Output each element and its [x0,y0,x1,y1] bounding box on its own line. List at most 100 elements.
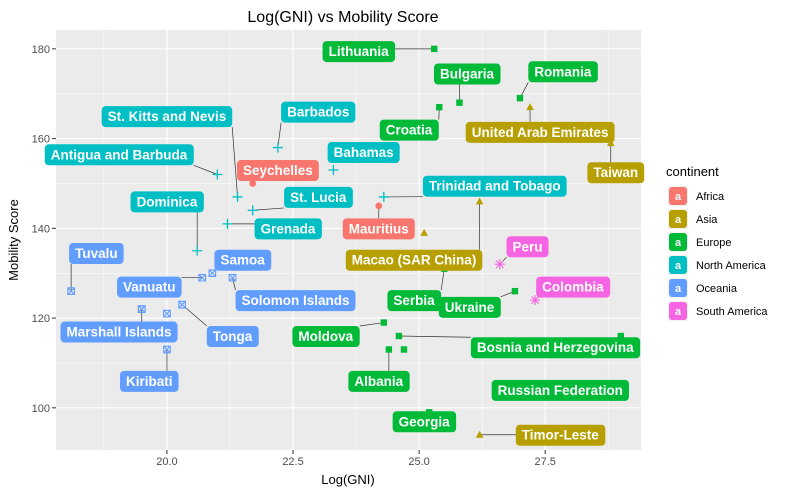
data-label-text: Georgia [399,414,451,429]
axis-ticks: 20.0 22.5 25.0 27.5 100 120 140 160 180 [32,44,556,468]
legend-label: South America [696,306,768,318]
data-label-text: Barbados [287,105,349,120]
data-point [198,273,207,282]
legend-label: Oceania [696,283,738,295]
data-label-text: Macao (SAR China) [352,253,477,268]
data-label-text: Taiwan [593,165,638,180]
data-label: Timor-Leste [515,424,606,446]
data-label-text: Grenada [261,221,316,236]
legend-key-glyph: a [675,191,682,203]
data-point [494,259,505,270]
data-point [249,180,257,187]
data-label-box [292,326,360,348]
data-point [228,273,237,282]
data-label: Georgia [392,411,457,433]
data-point [400,346,408,353]
data-point [395,332,403,340]
data-label: Dominica [130,191,204,213]
legend-key-glyph: a [675,283,682,295]
data-label: Croatia [379,119,439,141]
data-label-box [327,142,400,164]
data-label: Macao (SAR China) [345,249,483,271]
label-leader-line [232,277,236,291]
data-point [617,332,625,340]
data-label-box [120,370,179,392]
data-label-box [206,326,259,348]
data-point [530,295,541,306]
data-label: Peru [506,236,549,258]
legend-title: continent [666,164,719,179]
data-label-text: Croatia [386,123,433,138]
legend-key-glyph: a [675,214,682,226]
data-label-text: Timor-Leste [522,428,600,443]
data-label-text: Colombia [542,280,604,295]
data-label-text: Marshall Islands [67,325,172,340]
legend-item: a North America [668,255,767,275]
legend-key-swatch [669,302,687,320]
data-label-box [348,370,410,392]
label-leader-line [359,322,384,327]
data-label-box [342,218,415,240]
data-point [212,169,223,180]
data-label-box [345,249,483,271]
data-label-text: Antigua and Barbuda [51,147,188,162]
data-label: Samoa [214,249,272,271]
data-label-box [506,236,549,258]
data-label-text: Mauritius [349,221,409,236]
data-label-text: Peru [513,239,543,254]
x-tick-label: 25.0 [408,456,429,468]
x-axis-title: Log(GNI) [321,472,374,487]
data-label-text: Trinidad and Tobago [429,179,561,194]
data-label-text: Bulgaria [440,67,495,82]
data-point [380,319,388,326]
data-label-box [392,411,457,433]
data-point [378,191,389,202]
data-label: St. Lucia [284,186,353,208]
y-tick-label: 100 [32,403,50,415]
data-label-box [491,379,629,401]
label-leader-line [231,127,238,197]
data-label-box [214,249,272,271]
data-label-text: Serbia [393,293,435,308]
data-label-box [438,296,501,318]
legend-item: a South America [668,301,768,321]
legend-key-swatch [669,210,687,228]
data-label: Grenada [254,218,322,240]
data-point [526,103,534,111]
data-label-text: Albania [354,374,403,389]
data-label-text: Vanuatu [123,280,176,295]
data-point [456,99,463,106]
data-label-text: Lithuania [329,44,389,59]
data-label: Trinidad and Tobago [422,175,567,197]
data-label: Mauritius [342,218,415,240]
data-point [178,300,186,309]
legend-key-swatch [669,279,687,297]
data-point [375,202,383,210]
data-label-text: Moldova [298,329,353,344]
label-leader-line [398,335,471,338]
data-label-box [130,191,204,213]
legend-key-swatch [669,187,687,205]
data-label-box [515,424,606,446]
data-label-box [236,160,319,181]
data-point [436,103,443,111]
data-label: Serbia [387,290,442,312]
y-tick-label: 140 [32,223,50,235]
data-point [67,287,75,296]
data-point [475,430,484,438]
data-label-box [470,337,641,359]
data-point [431,45,438,53]
data-label-box [587,162,645,184]
data-point [163,309,171,318]
legend-label: Europe [696,237,731,249]
legend-key-swatch [669,256,687,274]
data-label: St. Kitts and Nevis [101,106,233,128]
data-label: Taiwan [587,162,645,184]
legend-key-glyph: a [675,260,682,272]
data-label-box [60,321,178,343]
data-label: United Arab Emirates [465,121,615,143]
legend-key-swatch [669,233,687,251]
x-tick-label: 20.0 [156,456,177,468]
data-label-box [235,290,356,312]
